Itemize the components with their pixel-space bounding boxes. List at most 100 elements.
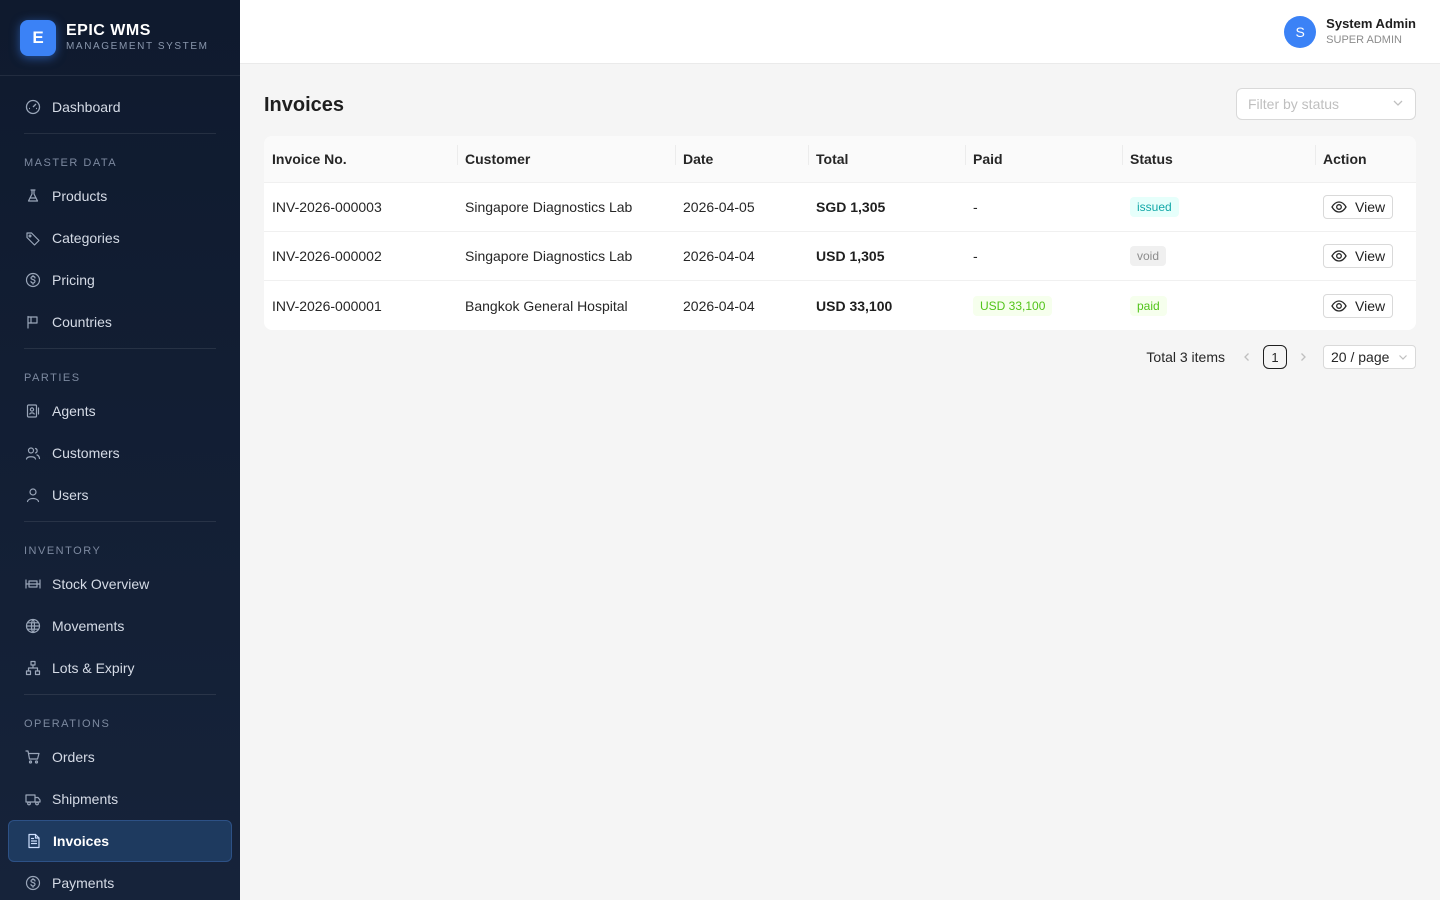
globe-icon bbox=[24, 617, 42, 635]
sidebar-item-lots-expiry[interactable]: Lots & Expiry bbox=[8, 647, 232, 689]
sidebar-item-label: Invoices bbox=[53, 833, 110, 849]
sidebar-item-dashboard[interactable]: Dashboard bbox=[8, 86, 232, 128]
table-row[interactable]: INV-2026-000001 Bangkok General Hospital 2… bbox=[264, 281, 1416, 330]
column-header: Paid bbox=[965, 145, 1122, 167]
top-header: S System Admin SUPER ADMIN bbox=[240, 0, 1440, 64]
invoice-number: INV-2026-000003 bbox=[272, 199, 382, 215]
nav-divider bbox=[24, 694, 216, 695]
prev-page-icon[interactable] bbox=[1235, 345, 1259, 369]
view-button[interactable]: View bbox=[1323, 244, 1394, 268]
brand-logo: E bbox=[20, 19, 56, 56]
sidebar-item-payments[interactable]: Payments bbox=[8, 862, 232, 900]
nav-section-title: INVENTORY bbox=[24, 545, 102, 557]
sidebar-item-customers[interactable]: Customers bbox=[8, 432, 232, 474]
sidebar-item-label: Pricing bbox=[52, 272, 95, 288]
sidebar-item-categories[interactable]: Categories bbox=[8, 217, 232, 259]
paid-cell: USD 33,100 bbox=[965, 295, 1122, 316]
status-cell: issued bbox=[1122, 197, 1315, 217]
flag-icon bbox=[24, 313, 42, 331]
avatar[interactable]: S bbox=[1284, 15, 1317, 48]
user-name: System Admin bbox=[1326, 16, 1416, 31]
sidebar-item-label: Users bbox=[52, 487, 89, 503]
flask-icon bbox=[24, 187, 42, 205]
column-header: Action bbox=[1315, 145, 1416, 167]
status-badge: issued bbox=[1130, 197, 1179, 217]
sidebar-item-label: Dashboard bbox=[52, 99, 121, 115]
page-size-value: 20 / page bbox=[1331, 349, 1390, 365]
column-header: Status bbox=[1122, 145, 1315, 167]
user-menu[interactable]: S System Admin SUPER ADMIN bbox=[1284, 15, 1416, 48]
sidebar-item-stock-overview[interactable]: Stock Overview bbox=[8, 563, 232, 605]
nav-divider bbox=[24, 133, 216, 134]
sidebar-item-agents[interactable]: Agents bbox=[8, 390, 232, 432]
brand-name: EPIC WMS bbox=[66, 21, 151, 39]
paid-cell: - bbox=[965, 248, 1122, 264]
nav-section-title: MASTER DATA bbox=[24, 157, 118, 169]
nav-divider bbox=[24, 521, 216, 522]
sidebar-item-label: Orders bbox=[52, 749, 95, 765]
truck-icon bbox=[24, 790, 42, 808]
dollar-icon bbox=[24, 874, 42, 892]
sidebar-item-countries[interactable]: Countries bbox=[8, 301, 232, 343]
sidebar: E EPIC WMS MANAGEMENT SYSTEM Dashboard M… bbox=[0, 0, 240, 900]
sidebar-item-users[interactable]: Users bbox=[8, 474, 232, 516]
invoice-date: 2026-04-05 bbox=[683, 199, 755, 215]
next-page-icon[interactable] bbox=[1291, 345, 1315, 369]
paid-amount: - bbox=[973, 248, 978, 264]
sidebar-nav: Dashboard MASTER DATA Products Categories P… bbox=[0, 76, 240, 900]
table-row[interactable]: INV-2026-000002 Singapore Diagnostics Lab… bbox=[264, 232, 1416, 281]
invoice-total: USD 1,305 bbox=[816, 248, 885, 264]
sidebar-item-label: Countries bbox=[52, 314, 112, 330]
invoice-date: 2026-04-04 bbox=[683, 297, 755, 314]
sidebar-item-label: Stock Overview bbox=[52, 576, 150, 592]
view-button[interactable]: View bbox=[1323, 293, 1394, 318]
brand[interactable]: E EPIC WMS MANAGEMENT SYSTEM bbox=[0, 0, 240, 76]
sidebar-item-pricing[interactable]: Pricing bbox=[8, 259, 232, 301]
sidebar-item-invoices[interactable]: Invoices bbox=[8, 820, 232, 862]
view-button[interactable]: View bbox=[1323, 195, 1394, 219]
invoice-total: SGD 1,305 bbox=[816, 199, 886, 215]
sidebar-item-orders[interactable]: Orders bbox=[8, 736, 232, 778]
chevron-down-icon bbox=[1392, 96, 1404, 112]
customer-name: Bangkok General Hospital bbox=[465, 297, 628, 314]
page-size-select[interactable]: 20 / page bbox=[1323, 345, 1416, 369]
page-number-current[interactable]: 1 bbox=[1263, 345, 1287, 369]
customer-name: Singapore Diagnostics Lab bbox=[465, 248, 633, 264]
tag-icon bbox=[24, 229, 42, 247]
status-filter-select[interactable]: Filter by status bbox=[1236, 88, 1416, 120]
view-button-label: View bbox=[1355, 248, 1386, 264]
nav-divider bbox=[24, 348, 216, 349]
eye-icon bbox=[1331, 250, 1347, 262]
action-cell: View bbox=[1315, 195, 1416, 219]
sidebar-item-label: Shipments bbox=[52, 791, 119, 807]
sidebar-item-label: Categories bbox=[52, 230, 120, 246]
stock-icon bbox=[24, 575, 42, 593]
table-body: INV-2026-000003 Singapore Diagnostics Lab… bbox=[264, 183, 1416, 330]
cart-icon bbox=[24, 748, 42, 766]
invoice-number: INV-2026-000001 bbox=[272, 297, 382, 314]
sidebar-item-movements[interactable]: Movements bbox=[8, 605, 232, 647]
users-icon bbox=[24, 444, 42, 462]
file-icon bbox=[25, 832, 43, 850]
sidebar-item-shipments[interactable]: Shipments bbox=[8, 778, 232, 820]
user-icon bbox=[24, 486, 42, 504]
sidebar-item-label: Movements bbox=[52, 618, 125, 634]
invoice-total: USD 33,100 bbox=[816, 297, 893, 314]
table-header: Invoice No. Customer Date Total Paid Status Ac… bbox=[264, 136, 1416, 183]
column-header: Date bbox=[675, 145, 808, 167]
status-cell: paid bbox=[1122, 295, 1315, 316]
column-header: Customer bbox=[457, 145, 675, 167]
page-title: Invoices bbox=[264, 94, 345, 116]
sidebar-item-products[interactable]: Products bbox=[8, 175, 232, 217]
filter-placeholder: Filter by status bbox=[1248, 96, 1340, 112]
table-row[interactable]: INV-2026-000003 Singapore Diagnostics Lab… bbox=[264, 183, 1416, 232]
nav-section-title: OPERATIONS bbox=[24, 718, 111, 730]
eye-icon bbox=[1331, 299, 1347, 312]
paid-cell: - bbox=[965, 199, 1122, 215]
sidebar-item-label: Agents bbox=[52, 403, 96, 419]
action-cell: View bbox=[1315, 244, 1416, 268]
invoice-number: INV-2026-000002 bbox=[272, 248, 382, 264]
dashboard-icon bbox=[24, 98, 42, 116]
sidebar-item-label: Lots & Expiry bbox=[52, 660, 135, 676]
pagination: Total 3 items 1 20 / page bbox=[1146, 345, 1416, 369]
